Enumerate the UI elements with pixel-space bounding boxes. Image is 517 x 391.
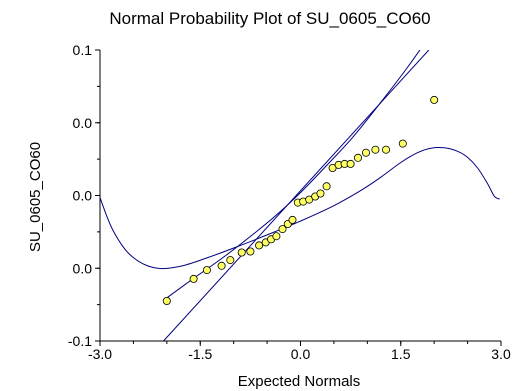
- x-tick-label: 3.0: [491, 346, 511, 362]
- x-tick-label: 1.5: [391, 346, 411, 362]
- lower-confidence-curve: [100, 146, 500, 270]
- data-point: [430, 95, 439, 104]
- data-point: [226, 256, 235, 265]
- y-tick-label: 0.0: [73, 115, 93, 131]
- data-point: [381, 145, 390, 154]
- data-point: [246, 247, 255, 256]
- data-point: [162, 296, 171, 305]
- y-tick-label: 0.0: [73, 260, 93, 276]
- x-tick-label: 0.0: [291, 346, 311, 362]
- data-point: [353, 153, 362, 162]
- x-axis-ticks: -3.0 -1.5 0.0 1.5 3.0: [88, 341, 511, 362]
- x-tick-label: -3.0: [88, 346, 112, 362]
- x-axis-label: Expected Normals: [238, 373, 361, 390]
- fit-line: [163, 50, 430, 341]
- data-point: [361, 148, 370, 157]
- data-point: [278, 225, 287, 234]
- chart-title: Normal Probability Plot of SU_0605_CO60: [109, 9, 430, 28]
- data-point: [371, 145, 380, 154]
- plot-area: [99, 50, 501, 342]
- data-point: [217, 261, 226, 270]
- data-point: [398, 139, 407, 148]
- x-tick-label: -1.5: [188, 346, 212, 362]
- data-point: [202, 266, 211, 275]
- data-point: [255, 241, 264, 250]
- upper-confidence-band: [163, 50, 421, 301]
- y-tick-label: -0.1: [68, 333, 92, 349]
- data-point: [346, 159, 355, 168]
- y-axis-ticks: 0.1 0.0 0.0 0.0 -0.1: [68, 42, 100, 349]
- y-axis-label: SU_0605_CO60: [27, 142, 44, 252]
- y-tick-label: 0.0: [73, 188, 93, 204]
- data-point: [316, 189, 325, 198]
- data-point: [237, 248, 246, 257]
- data-point: [272, 232, 281, 241]
- y-tick-label: 0.1: [73, 42, 93, 58]
- data-point: [189, 274, 198, 283]
- data-point: [288, 215, 297, 224]
- data-point: [322, 182, 331, 191]
